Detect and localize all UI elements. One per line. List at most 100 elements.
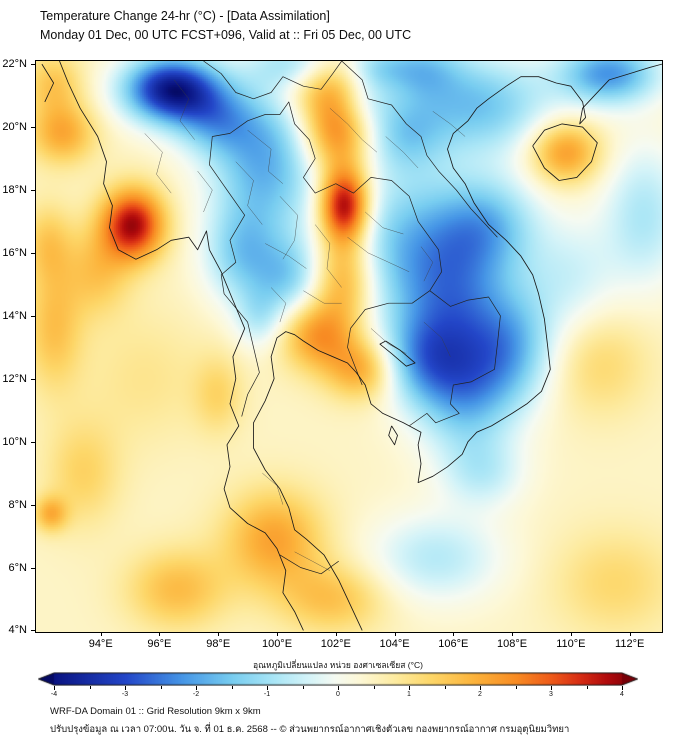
internal-border-path xyxy=(173,79,195,140)
y-tick-label: 12°N xyxy=(2,372,27,385)
country-border-path xyxy=(347,290,431,386)
chart-title: Temperature Change 24-hr (°C) - [Data As… xyxy=(40,9,330,23)
y-tick-label: 22°N xyxy=(2,58,27,71)
y-tick-label: 6°N xyxy=(8,561,27,574)
internal-border-path xyxy=(329,108,378,153)
footer-attribution: ปรับปรุงข้อมูล ณ เวลา 07:00น. วัน จ. ที่… xyxy=(50,724,570,735)
x-tick-label: 98°E xyxy=(206,638,231,650)
x-tick-label: 108°E xyxy=(497,638,528,650)
x-tick-mark xyxy=(100,632,102,636)
coast-border-path xyxy=(59,61,304,631)
x-tick-mark xyxy=(570,632,572,636)
internal-border-path xyxy=(432,111,466,137)
country-border-path xyxy=(203,61,342,100)
internal-border-path xyxy=(420,246,434,282)
internal-border-path xyxy=(347,237,410,273)
chart-subtitle: Monday 01 Dec, 00 UTC FCST+096, Valid at… xyxy=(40,28,412,42)
y-tick-mark xyxy=(31,630,35,632)
y-tick-mark xyxy=(31,378,35,380)
coast-border-path xyxy=(41,63,55,103)
colorbar-tick-mark xyxy=(125,686,126,690)
colorbar-tick-mark xyxy=(622,686,623,690)
y-axis: 4°N 6°N 8°N 10°N 12°N 14°N 16°N 18°N 20°N 22°N xyxy=(0,58,35,636)
colorbar-tick-mark xyxy=(444,686,446,689)
colorbar-tick-mark xyxy=(54,686,55,690)
colorbar-tick-label: 4 xyxy=(620,691,624,698)
colorbar-tick-mark xyxy=(409,686,410,690)
y-tick-mark xyxy=(31,64,35,66)
x-tick-label: 102°E xyxy=(320,638,351,650)
x-tick-label: 112°E xyxy=(615,638,645,650)
colorbar-tick-label: 1 xyxy=(407,691,411,698)
colorbar-tick-mark xyxy=(196,686,197,690)
internal-border-path xyxy=(144,133,172,194)
colorbar-tick-mark xyxy=(586,686,588,689)
y-tick-label: 8°N xyxy=(8,498,27,511)
x-tick-mark xyxy=(218,632,220,636)
country-border-path xyxy=(279,554,339,575)
x-tick-label: 106°E xyxy=(438,638,469,650)
country-border-path xyxy=(209,136,260,417)
internal-border-path xyxy=(279,196,298,260)
internal-border-path xyxy=(197,170,213,213)
x-tick-label: 110°E xyxy=(556,638,586,650)
colorbar-tick-mark xyxy=(338,686,339,690)
footer-model-info: WRF-DA Domain 01 :: Grid Resolution 9km … xyxy=(50,706,261,717)
coast-border-path xyxy=(379,340,416,367)
internal-border-path xyxy=(365,211,404,235)
internal-border-path xyxy=(265,243,307,269)
temperature-heatmap-canvas xyxy=(36,61,662,632)
internal-border-path xyxy=(294,551,331,571)
y-tick-label: 20°N xyxy=(2,121,27,134)
internal-border-path xyxy=(423,321,451,357)
x-tick-label: 100°E xyxy=(261,638,293,650)
y-tick-mark xyxy=(31,504,35,506)
y-tick-mark xyxy=(31,127,35,129)
colorbar-tick-label: -3 xyxy=(121,691,129,698)
x-tick-mark xyxy=(453,632,455,636)
y-tick-mark xyxy=(31,190,35,191)
colorbar-tick-label: 0 xyxy=(336,691,340,698)
x-tick-label: 104°E xyxy=(379,638,410,650)
country-border-path xyxy=(212,101,442,291)
coast-border-path xyxy=(532,123,598,181)
colorbar-tick-mark xyxy=(231,686,233,689)
colorbar-tick-mark xyxy=(373,686,375,689)
internal-border-path xyxy=(385,136,419,169)
colorbar-tick-label: 3 xyxy=(549,691,553,698)
colorbar-tick-mark xyxy=(480,686,481,690)
internal-border-path xyxy=(235,161,263,225)
x-tick-mark xyxy=(629,632,631,636)
colorbar-tick-mark xyxy=(267,686,268,690)
colorbar-tick-mark xyxy=(89,686,91,689)
x-tick-mark xyxy=(512,632,514,636)
map-borders-svg xyxy=(41,61,662,631)
x-tick-label: 94°E xyxy=(88,638,113,650)
y-tick-label: 10°N xyxy=(2,435,27,448)
internal-border-path xyxy=(247,130,284,184)
x-axis: 94°E 96°E 98°E 100°E 102°E 104°E 106°E 108°E 110… xyxy=(36,632,662,656)
x-tick-label: 96°E xyxy=(147,638,172,650)
colorbar-gradient-canvas xyxy=(38,672,638,686)
y-tick-label: 4°N xyxy=(8,624,27,637)
y-tick-mark xyxy=(31,252,35,254)
colorbar: -4 -3 -2 -1 0 1 2 3 4 xyxy=(38,672,638,698)
internal-border-path xyxy=(370,328,407,354)
country-border-path xyxy=(341,61,498,238)
colorbar-tick-label: -2 xyxy=(192,691,200,698)
x-tick-mark xyxy=(335,632,337,636)
x-tick-mark xyxy=(394,632,396,636)
country-border-path xyxy=(408,290,501,427)
colorbar-tick-mark xyxy=(160,686,162,689)
map-plot xyxy=(35,60,663,633)
internal-border-path xyxy=(315,224,342,288)
internal-border-path xyxy=(270,287,287,323)
colorbar-tick-label: -1 xyxy=(263,691,271,698)
y-tick-label: 14°N xyxy=(2,309,27,322)
y-tick-label: 16°N xyxy=(2,246,27,259)
y-tick-mark xyxy=(31,441,35,443)
colorbar-label: อุณหภูมิเปลี่ยนแปลง หน่วย องศาเซลเซียส (… xyxy=(253,660,423,670)
y-tick-mark xyxy=(31,315,35,317)
internal-border-path xyxy=(303,290,342,304)
